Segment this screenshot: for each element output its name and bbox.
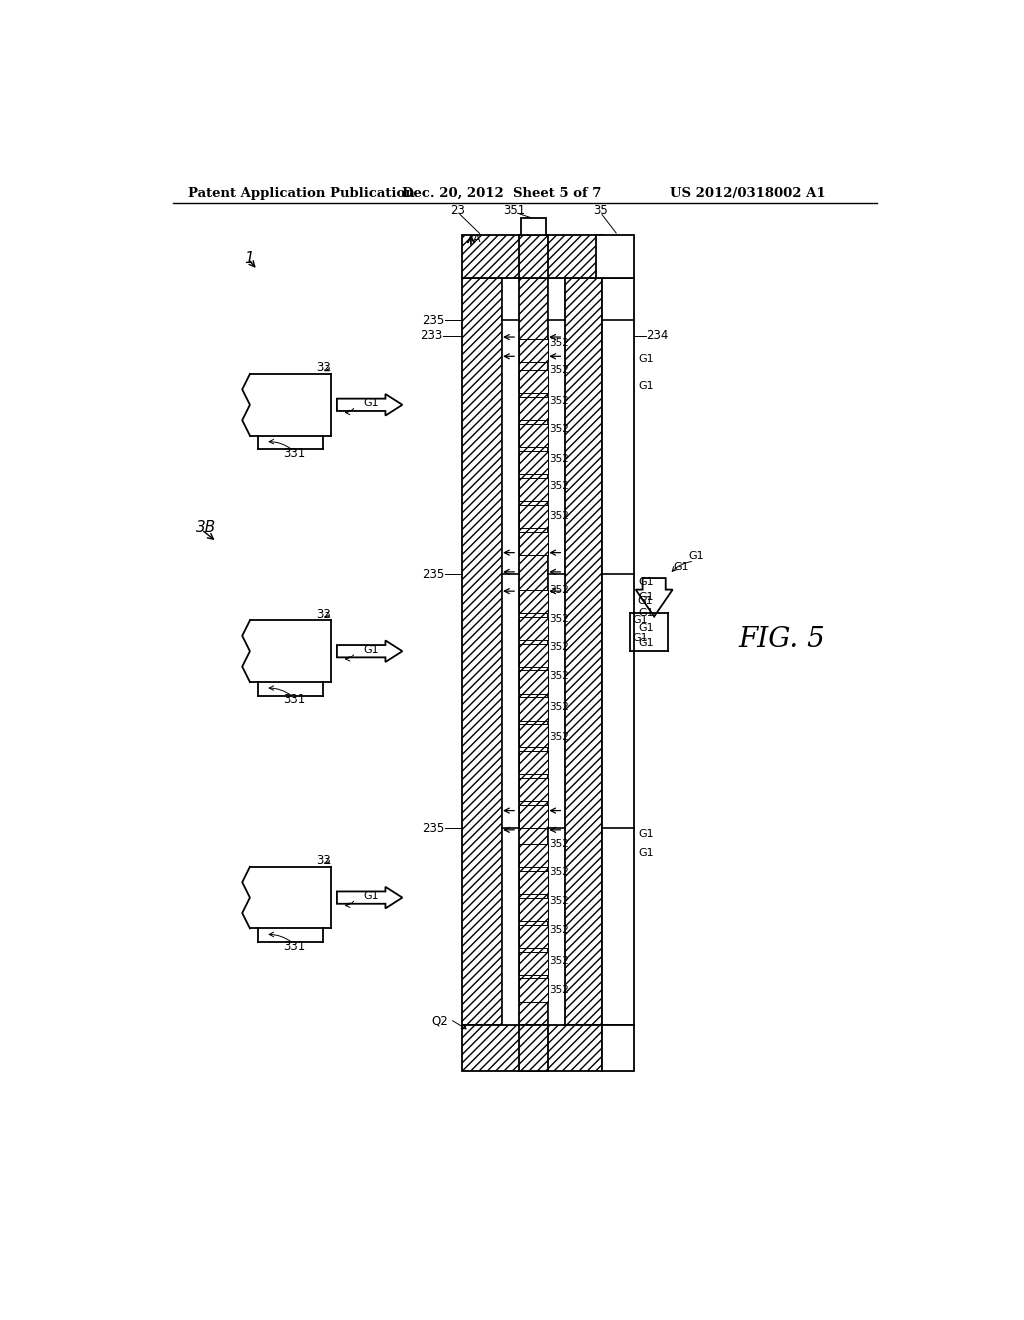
Text: 352: 352 xyxy=(550,338,569,348)
Bar xyxy=(518,235,548,277)
Bar xyxy=(518,697,548,721)
Text: 352: 352 xyxy=(550,425,569,434)
Text: G1: G1 xyxy=(674,561,689,572)
Text: G1: G1 xyxy=(638,607,653,618)
Text: G1: G1 xyxy=(638,639,653,648)
Text: G1: G1 xyxy=(689,552,705,561)
Bar xyxy=(518,924,548,948)
Bar xyxy=(518,978,548,1002)
Text: 352: 352 xyxy=(550,733,569,742)
Bar xyxy=(596,235,634,277)
FancyArrow shape xyxy=(337,640,402,663)
Text: 352: 352 xyxy=(550,956,569,966)
Text: 352: 352 xyxy=(550,925,569,935)
FancyArrow shape xyxy=(337,395,402,416)
Bar xyxy=(518,478,548,502)
Bar xyxy=(518,751,548,775)
Bar xyxy=(518,898,548,921)
Text: 235: 235 xyxy=(422,568,444,581)
Bar xyxy=(518,370,548,393)
Text: 352: 352 xyxy=(550,585,569,594)
Bar xyxy=(518,504,548,528)
Text: 352: 352 xyxy=(550,671,569,681)
Text: 33: 33 xyxy=(315,854,331,867)
Text: 234: 234 xyxy=(646,329,669,342)
Bar xyxy=(502,277,518,1024)
Text: G1: G1 xyxy=(638,593,653,602)
Bar xyxy=(518,779,548,801)
Text: 235: 235 xyxy=(422,314,444,326)
Bar xyxy=(462,1024,602,1071)
Bar xyxy=(518,725,548,747)
Bar xyxy=(518,277,548,1024)
Text: 352: 352 xyxy=(550,838,569,849)
Text: G1: G1 xyxy=(638,577,653,587)
Text: 331: 331 xyxy=(283,446,305,459)
Text: 352: 352 xyxy=(550,985,569,995)
Text: 352: 352 xyxy=(550,366,569,375)
Text: 33: 33 xyxy=(315,362,331,375)
FancyArrow shape xyxy=(636,578,673,616)
Bar xyxy=(518,339,548,363)
Text: 351: 351 xyxy=(504,205,526,218)
Bar xyxy=(518,532,548,554)
Bar xyxy=(565,277,602,1024)
Text: 235: 235 xyxy=(422,822,444,834)
Text: Dec. 20, 2012  Sheet 5 of 7: Dec. 20, 2012 Sheet 5 of 7 xyxy=(401,187,601,199)
Text: 352: 352 xyxy=(550,702,569,711)
Text: FIG. 5: FIG. 5 xyxy=(739,626,825,653)
Bar xyxy=(462,235,602,277)
Bar xyxy=(518,451,548,474)
Bar xyxy=(462,277,502,1024)
Text: G1: G1 xyxy=(638,847,653,858)
Bar xyxy=(602,277,634,1024)
Text: G1: G1 xyxy=(362,891,379,902)
Bar xyxy=(521,218,546,235)
FancyArrow shape xyxy=(337,887,402,908)
Text: 352: 352 xyxy=(550,396,569,407)
Bar xyxy=(518,616,548,640)
Text: Q2: Q2 xyxy=(431,1014,447,1027)
Bar xyxy=(518,843,548,867)
Text: 33: 33 xyxy=(315,607,331,620)
Text: 352: 352 xyxy=(550,511,569,521)
Text: 331: 331 xyxy=(283,693,305,706)
Text: G1: G1 xyxy=(638,623,653,634)
Bar xyxy=(518,871,548,894)
Bar xyxy=(548,277,565,1024)
Text: G1: G1 xyxy=(638,829,653,838)
Text: G1: G1 xyxy=(633,615,648,626)
Text: 331: 331 xyxy=(283,940,305,953)
Text: Patent Application Publication: Patent Application Publication xyxy=(188,187,415,199)
Text: G1: G1 xyxy=(362,399,379,408)
Text: 352: 352 xyxy=(550,896,569,907)
Bar xyxy=(518,952,548,974)
Text: 352: 352 xyxy=(550,867,569,878)
Bar xyxy=(602,1024,634,1071)
Text: G1: G1 xyxy=(638,380,653,391)
Bar xyxy=(518,805,548,829)
Text: 352: 352 xyxy=(550,643,569,652)
Text: 1: 1 xyxy=(245,251,254,267)
Text: 352: 352 xyxy=(550,480,569,491)
Bar xyxy=(518,1024,548,1071)
Text: 23: 23 xyxy=(451,205,465,218)
Text: G1: G1 xyxy=(637,597,652,606)
Text: 352: 352 xyxy=(550,614,569,624)
Bar xyxy=(518,590,548,612)
Bar xyxy=(518,424,548,447)
Bar xyxy=(518,671,548,693)
Text: G1: G1 xyxy=(633,634,648,643)
Text: G1: G1 xyxy=(638,354,653,363)
Text: 233: 233 xyxy=(420,329,442,342)
Text: 35: 35 xyxy=(593,205,607,218)
Text: US 2012/0318002 A1: US 2012/0318002 A1 xyxy=(670,187,825,199)
Text: 3B: 3B xyxy=(196,520,216,536)
Text: A: A xyxy=(473,234,481,244)
Text: G1: G1 xyxy=(362,644,379,655)
Bar xyxy=(518,644,548,667)
Text: 352: 352 xyxy=(550,454,569,463)
Bar xyxy=(518,397,548,420)
